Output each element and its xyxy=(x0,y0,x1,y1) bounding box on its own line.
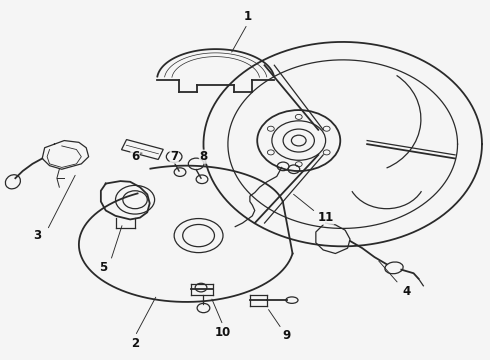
Text: 9: 9 xyxy=(282,329,291,342)
Text: 5: 5 xyxy=(99,261,107,274)
Text: 4: 4 xyxy=(402,285,410,298)
Text: 2: 2 xyxy=(131,337,139,350)
Text: 7: 7 xyxy=(170,150,178,163)
Text: 6: 6 xyxy=(131,150,139,163)
Text: 10: 10 xyxy=(215,326,231,339)
Text: 11: 11 xyxy=(318,211,334,224)
Text: 8: 8 xyxy=(199,150,208,163)
Text: 3: 3 xyxy=(33,229,41,242)
Text: 1: 1 xyxy=(244,10,251,23)
